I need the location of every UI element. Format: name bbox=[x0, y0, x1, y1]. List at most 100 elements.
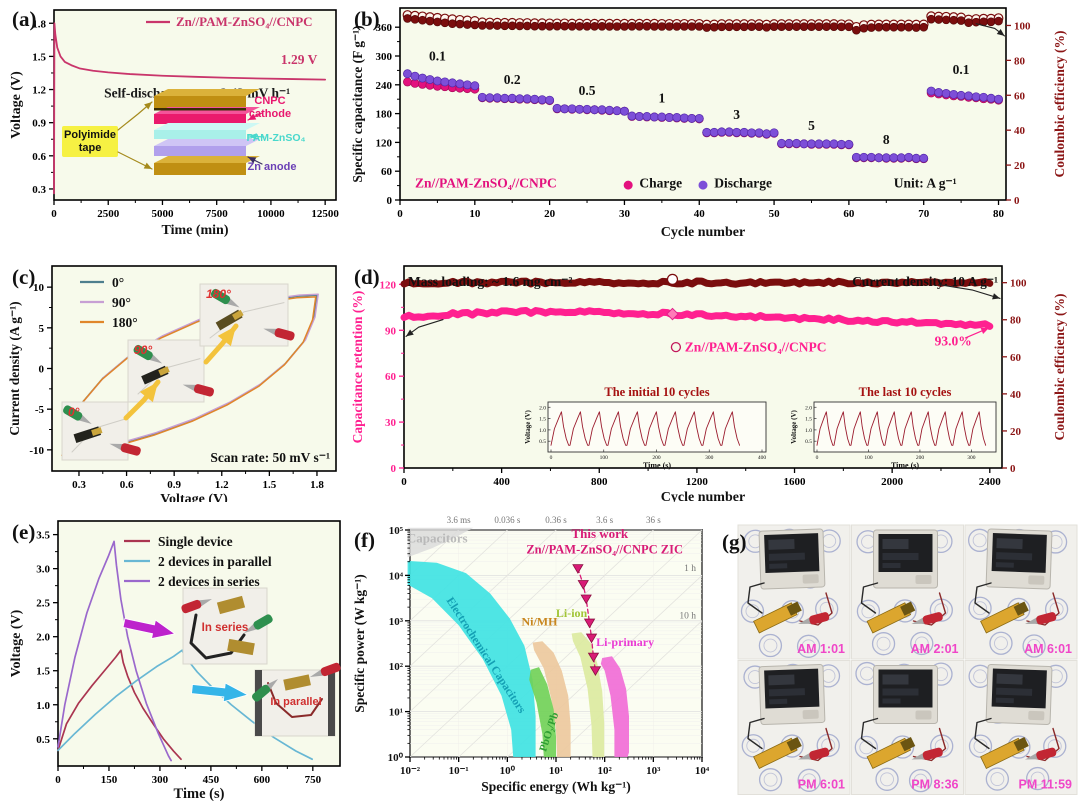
svg-text:Time (s): Time (s) bbox=[891, 461, 919, 470]
svg-text:PM 8:36: PM 8:36 bbox=[911, 778, 958, 792]
svg-text:180°: 180° bbox=[112, 315, 138, 330]
discharge-dot bbox=[545, 95, 555, 105]
ce-discharge-dot bbox=[911, 23, 921, 32]
discharge-dot bbox=[672, 112, 682, 122]
svg-text:AM 1:01: AM 1:01 bbox=[797, 642, 845, 656]
alligator-clip bbox=[798, 747, 830, 760]
svg-text:0.9: 0.9 bbox=[32, 118, 46, 130]
discharge-dot bbox=[911, 153, 921, 163]
ce-discharge-dot bbox=[552, 21, 562, 31]
discharge-dot bbox=[979, 92, 989, 102]
ce-discharge-dot bbox=[455, 19, 465, 29]
svg-text:80: 80 bbox=[1014, 55, 1026, 67]
photo-in-parallel: In parallel bbox=[252, 662, 341, 737]
ce-discharge-dot bbox=[642, 22, 652, 31]
tape-top-top bbox=[154, 89, 260, 96]
ce-discharge-dot bbox=[709, 22, 719, 32]
svg-text:tape: tape bbox=[79, 142, 102, 154]
ce-discharge-dot bbox=[717, 22, 727, 32]
block-arrow bbox=[191, 682, 249, 703]
ce-discharge-dot bbox=[702, 23, 712, 32]
stamp bbox=[875, 767, 899, 791]
discharge-dot bbox=[881, 153, 891, 163]
ce-discharge-dot bbox=[485, 21, 495, 30]
svg-text:Charge: Charge bbox=[639, 176, 682, 191]
ce-discharge-dot bbox=[949, 15, 958, 25]
svg-text:90°: 90° bbox=[112, 295, 131, 310]
alligator-clip bbox=[1025, 612, 1057, 625]
svg-text:7500: 7500 bbox=[206, 208, 229, 220]
ce-discharge-dot bbox=[852, 25, 861, 35]
region-pbo2-pb bbox=[529, 667, 556, 757]
discharge-dot bbox=[821, 139, 831, 149]
legend-discharge-dot bbox=[698, 180, 708, 190]
discharge-dot bbox=[964, 91, 974, 101]
svg-text:10⁴: 10⁴ bbox=[695, 765, 710, 777]
discharge-dot bbox=[829, 139, 839, 149]
discharge-dot bbox=[896, 153, 906, 163]
ce-discharge-dot bbox=[470, 20, 480, 30]
ce-discharge-dot bbox=[784, 22, 794, 31]
pam-znso4-top bbox=[154, 123, 260, 130]
discharge-dot bbox=[866, 152, 876, 162]
alligator-clip bbox=[133, 344, 163, 364]
discharge-dot bbox=[859, 152, 869, 162]
stamp bbox=[854, 735, 878, 760]
discharge-dot bbox=[612, 106, 622, 116]
device-2 bbox=[227, 638, 255, 656]
svg-text:2.0: 2.0 bbox=[539, 405, 546, 411]
svg-text:200: 200 bbox=[652, 455, 661, 461]
svg-text:Voltage (V): Voltage (V) bbox=[9, 71, 24, 139]
svg-text:0.6: 0.6 bbox=[32, 151, 46, 163]
discharge-dot bbox=[949, 89, 959, 99]
svg-text:PM 6:01: PM 6:01 bbox=[798, 778, 845, 792]
ce-discharge-dot bbox=[986, 17, 996, 27]
alligator-clip bbox=[798, 612, 830, 625]
svg-text:400: 400 bbox=[493, 476, 510, 488]
gcd-waveform bbox=[816, 411, 987, 446]
svg-text:0: 0 bbox=[391, 463, 397, 475]
discharge-dot bbox=[470, 81, 480, 91]
discharge-dot bbox=[485, 93, 495, 103]
discharge-dot bbox=[657, 112, 667, 122]
svg-text:90°: 90° bbox=[134, 343, 152, 357]
discharge-dot bbox=[956, 90, 966, 100]
svg-text:150: 150 bbox=[101, 774, 118, 786]
this-work-point bbox=[580, 594, 592, 605]
ce-discharge-dot bbox=[500, 21, 510, 31]
ce-discharge-dot bbox=[657, 22, 667, 31]
svg-text:Voltage (V): Voltage (V) bbox=[160, 492, 228, 502]
discharge-dot bbox=[530, 94, 540, 104]
svg-text:60: 60 bbox=[1010, 352, 1022, 364]
svg-text:90: 90 bbox=[385, 325, 397, 337]
cv-loop-180° bbox=[61, 296, 317, 457]
ce-discharge-dot bbox=[537, 21, 547, 31]
discharge-dot bbox=[709, 127, 719, 137]
bend-photo-0°: 0° bbox=[61, 401, 141, 461]
stamp bbox=[985, 767, 1010, 791]
svg-text:1.29 V: 1.29 V bbox=[281, 52, 318, 67]
svg-text:0.5: 0.5 bbox=[539, 439, 546, 445]
panel-e: 0 150 300 450 600 750 0.5 1.0 1.5 2.0 2.5 3.0 3.5 Tim… bbox=[6, 503, 350, 801]
ce-discharge-dot bbox=[747, 22, 756, 31]
discharge-dot bbox=[425, 75, 435, 84]
svg-text:10: 10 bbox=[469, 208, 481, 220]
zic-device bbox=[753, 737, 802, 769]
svg-text:70: 70 bbox=[918, 208, 930, 220]
svg-text:180°: 180° bbox=[206, 287, 231, 301]
panel-a: 0 2500 5000 7500 10000 12500 0.3 0.6 0.9 1.2 1.5 1.… bbox=[6, 0, 348, 252]
panel-c-chart: 0.3 0.6 0.9 1.2 1.5 1.8 -10 -5 0 5 10 Voltage (V) Cu… bbox=[7, 265, 337, 507]
ce-discharge-dot bbox=[627, 22, 637, 31]
svg-text:1.5: 1.5 bbox=[539, 417, 546, 423]
discharge-dot bbox=[605, 105, 614, 115]
discharge-dot bbox=[417, 73, 427, 83]
svg-text:80: 80 bbox=[993, 208, 1005, 220]
timer-photo-PM 6:01: PM 6:01 bbox=[737, 660, 851, 795]
svg-text:10 h: 10 h bbox=[679, 612, 696, 622]
discharge-dot bbox=[432, 76, 442, 86]
ce-discharge-dot bbox=[492, 21, 502, 30]
svg-text:60: 60 bbox=[385, 371, 397, 383]
panel-g: AM 1:01 AM 2:01 AM 6:01 PM 6:01 PM 8:36 PM 11… bbox=[722, 503, 1080, 801]
ce-discharge-dot bbox=[463, 20, 472, 29]
svg-text:1.5: 1.5 bbox=[36, 666, 50, 678]
